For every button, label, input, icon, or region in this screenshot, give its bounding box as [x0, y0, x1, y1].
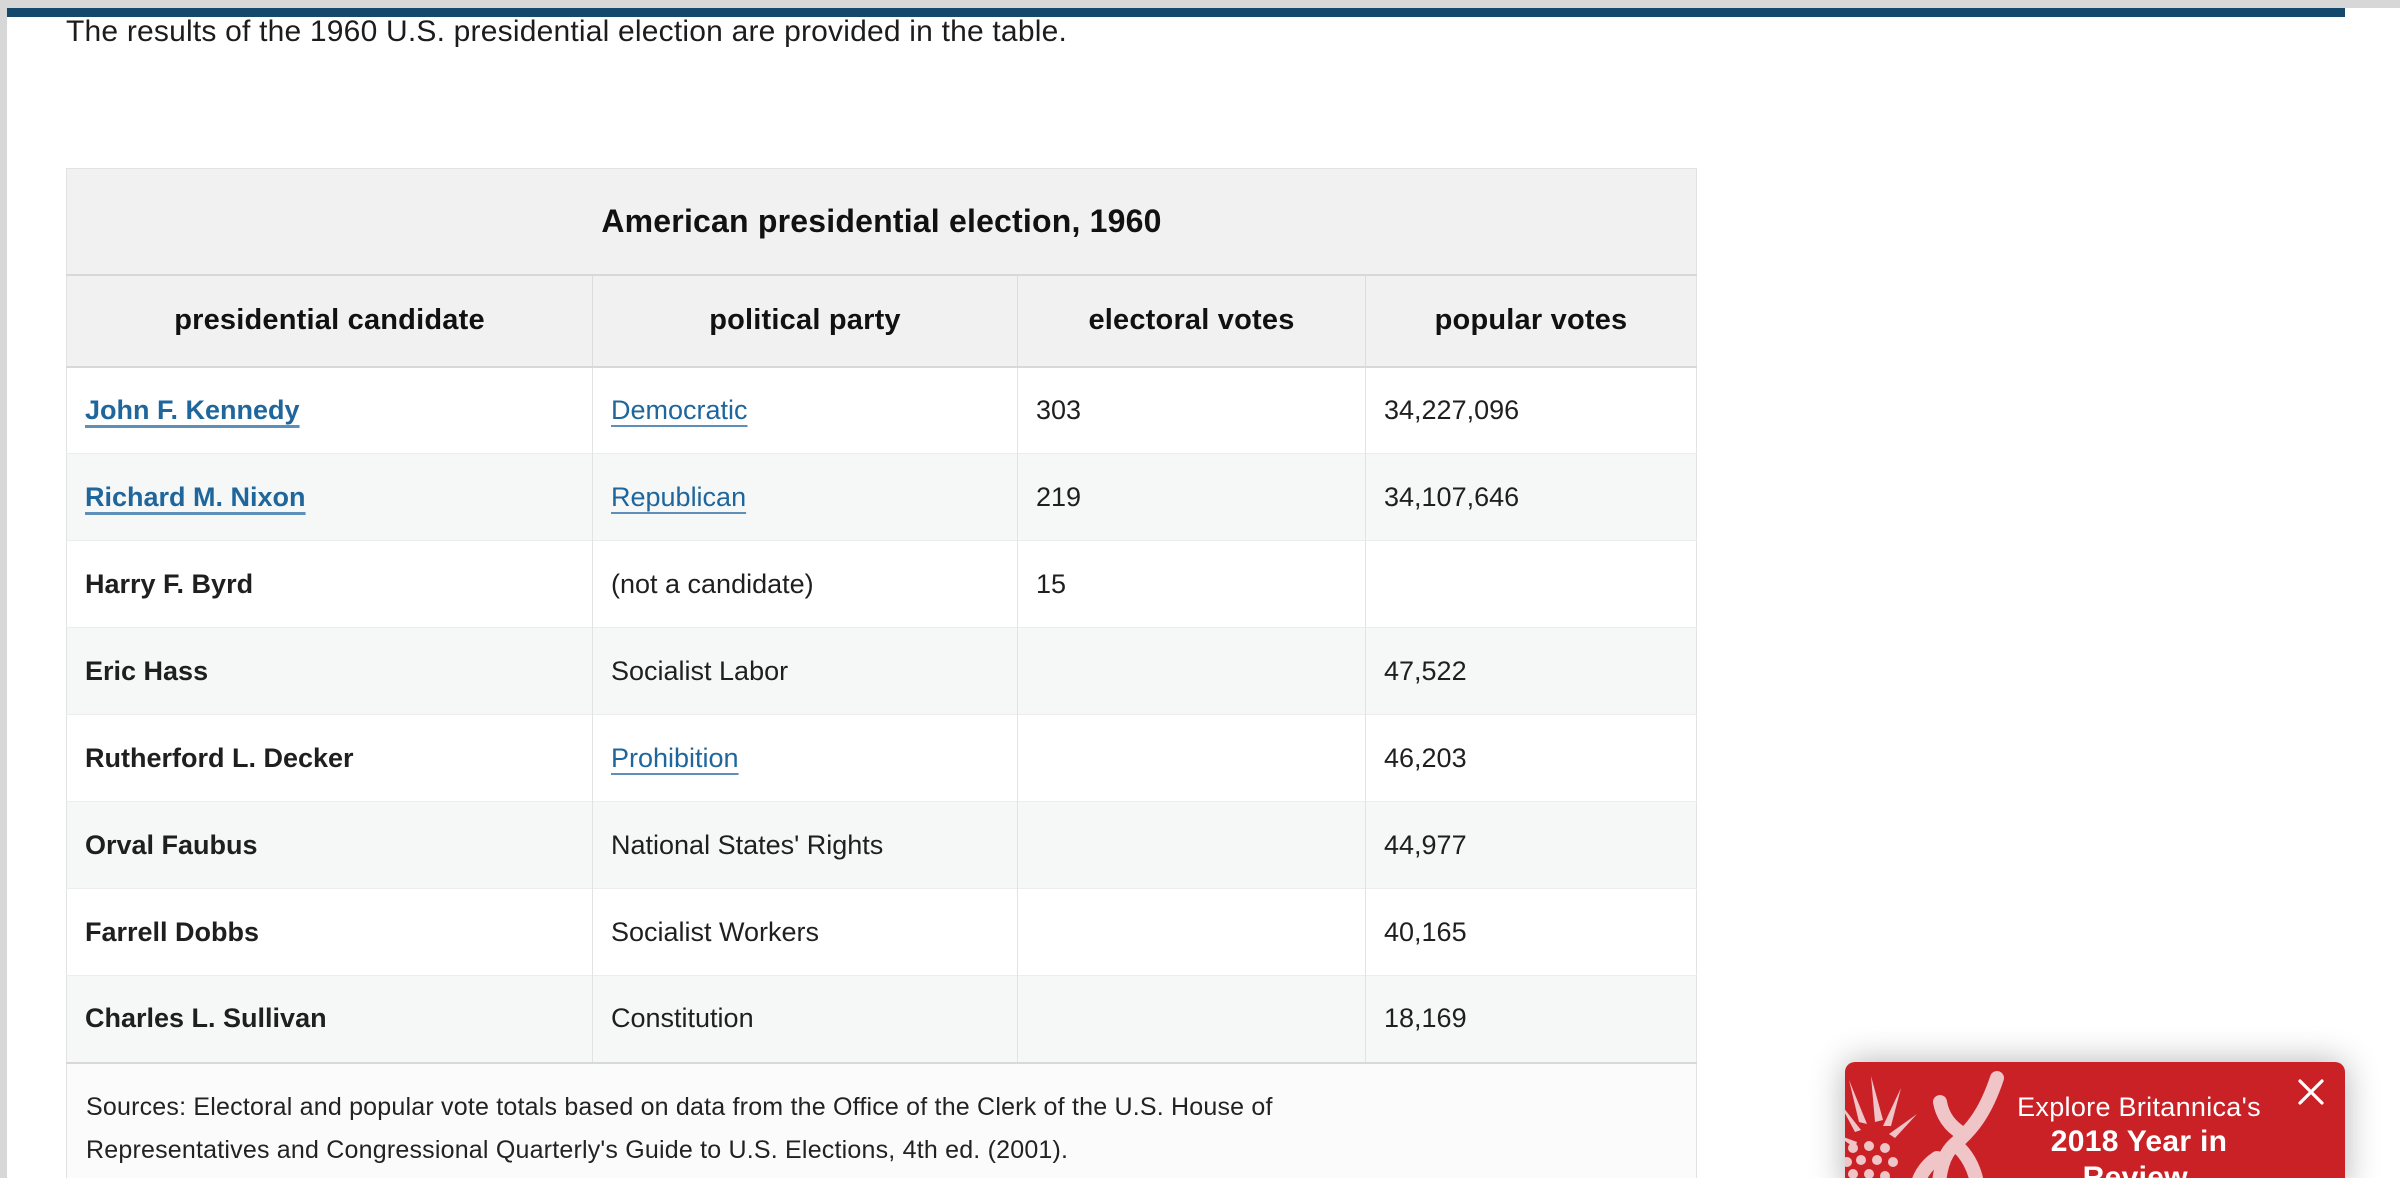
sources-row: Sources: Electoral and popular vote tota…	[66, 1061, 1697, 1178]
party-cell-link[interactable]: Democratic	[611, 394, 748, 425]
electoral-votes-cell	[1017, 975, 1366, 1063]
electoral-votes-cell	[1017, 627, 1366, 715]
party-cell: Constitution	[592, 975, 1018, 1063]
popular-votes-cell: 44,977	[1364, 801, 1697, 889]
party-cell-link[interactable]: Prohibition	[611, 742, 739, 773]
party-cell: Socialist Workers	[592, 888, 1018, 976]
promo-text: Explore Britannica's 2018 Year in Review…	[1995, 1090, 2283, 1178]
party-cell-link[interactable]: Republican	[611, 481, 747, 512]
window-frame-top	[0, 0, 2400, 8]
table-title: American presidential election, 1960	[66, 168, 1697, 276]
promo-line1: Explore Britannica's	[2017, 1092, 2261, 1122]
column-header-presidential-candidate: presidential candidate	[66, 274, 593, 368]
top-navy-bar	[7, 8, 2345, 17]
candidate-cell: Harry F. Byrd	[66, 540, 593, 628]
popular-votes-cell: 46,203	[1364, 714, 1697, 802]
table-row: Harry F. Byrd (not a candidate) 15	[66, 540, 1697, 628]
popular-votes-cell: 47,522	[1364, 627, 1697, 715]
table-row: Richard M. Nixon Republican 219 34,107,646	[66, 453, 1697, 541]
table-row: John F. Kennedy Democratic 303 34,227,096	[66, 366, 1697, 454]
electoral-votes-cell	[1017, 801, 1366, 889]
popular-votes-cell	[1364, 540, 1697, 628]
table-row: Charles L. Sullivan Constitution 18,169	[66, 975, 1697, 1063]
party-cell: Democratic	[592, 366, 1018, 454]
election-table-container: American presidential election, 1960 pre…	[66, 168, 1698, 1178]
electoral-votes-cell	[1017, 888, 1366, 976]
party-cell: National States' Rights	[592, 801, 1018, 889]
popular-votes-cell: 18,169	[1364, 975, 1697, 1063]
table-row: Orval Faubus National States' Rights 44,97…	[66, 801, 1697, 889]
electoral-votes-cell: 303	[1017, 366, 1366, 454]
election-table: American presidential election, 1960 pre…	[66, 168, 1698, 1178]
candidate-cell: John F. Kennedy	[67, 367, 593, 454]
candidate-cell: Rutherford L. Decker	[66, 714, 593, 802]
sources-text-line: Sources: Electoral and popular vote tota…	[86, 1092, 1273, 1121]
candidate-cell: Farrell Dobbs	[66, 888, 593, 976]
electoral-votes-cell	[1017, 714, 1366, 802]
column-header-electoral-votes: electoral votes	[1017, 274, 1366, 368]
sources-cell: Sources: Electoral and popular vote tota…	[66, 1061, 1697, 1178]
table-row: Rutherford L. Decker Prohibition 46,203	[66, 714, 1697, 802]
popular-votes-cell: 40,165	[1364, 888, 1697, 976]
intro-text: The results of the 1960 U.S. presidentia…	[66, 15, 1067, 48]
party-cell: (not a candidate)	[592, 540, 1018, 628]
party-cell: Republican	[592, 453, 1018, 541]
popular-votes-cell: 34,107,646	[1364, 453, 1697, 541]
candidate-cell: Eric Hass	[66, 627, 593, 715]
popular-votes-cell: 34,227,096	[1364, 366, 1697, 454]
party-cell: Socialist Labor	[592, 627, 1018, 715]
caption-row: American presidential election, 1960	[66, 168, 1697, 276]
table-row: Eric Hass Socialist Labor 47,522	[66, 627, 1697, 715]
close-icon[interactable]	[2295, 1076, 2327, 1108]
candidate-cell-link[interactable]: John F. Kennedy	[85, 394, 300, 425]
header-row: presidential candidate political party ele…	[66, 274, 1697, 368]
candidate-cell: Charles L. Sullivan	[66, 975, 593, 1063]
election-table-body: John F. Kennedy Democratic 303 34,227,096 Ri…	[66, 366, 1697, 1063]
table-row: Farrell Dobbs Socialist Workers 40,165	[66, 888, 1697, 976]
window-frame-left	[0, 8, 7, 1178]
column-header-popular-votes: popular votes	[1364, 274, 1697, 368]
britannica-promo-banner[interactable]: Explore Britannica's 2018 Year in Review…	[1845, 1062, 2345, 1178]
sources-text-line: Representatives and Congressional Quarte…	[86, 1135, 1069, 1164]
column-header-political-party: political party	[592, 274, 1018, 368]
candidate-cell-link[interactable]: Richard M. Nixon	[85, 481, 306, 512]
botanical-coral-illustration-icon	[1845, 1071, 2004, 1178]
candidate-cell: Orval Faubus	[66, 801, 593, 889]
party-cell: Prohibition	[592, 714, 1018, 802]
candidate-cell: Richard M. Nixon	[66, 453, 593, 541]
electoral-votes-cell: 15	[1017, 540, 1366, 628]
promo-line2: 2018 Year in Review.	[2050, 1125, 2228, 1178]
electoral-votes-cell: 219	[1017, 453, 1366, 541]
